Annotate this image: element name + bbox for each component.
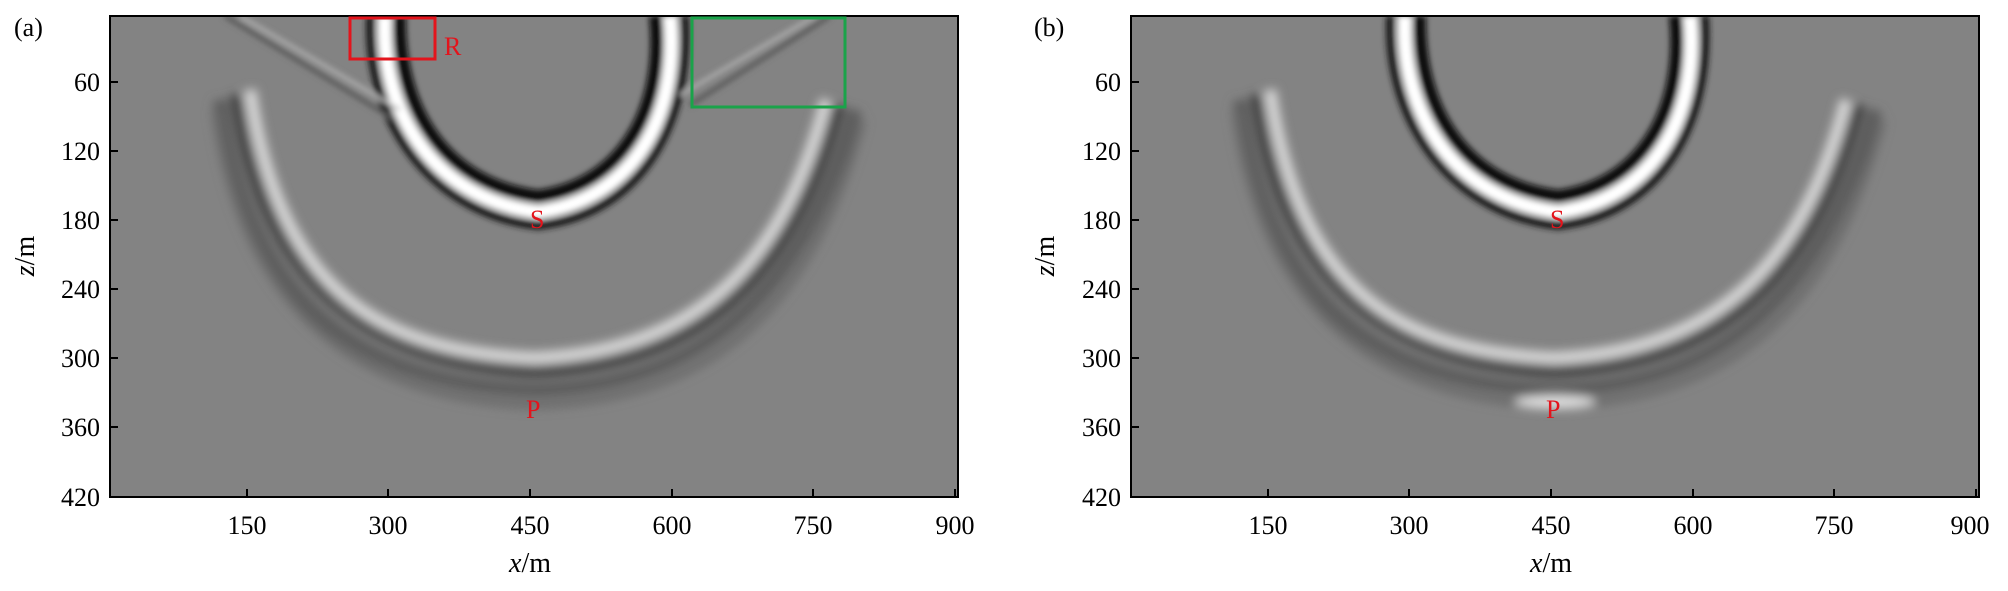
wavefield-image-a [110, 16, 958, 497]
y-tick-label: 420 [1082, 483, 1121, 512]
x-tick-label: 150 [1249, 511, 1288, 540]
y-tick-label: 300 [1082, 344, 1121, 373]
annotation-p: P [526, 395, 540, 424]
panel-b: (b) S P [1030, 13, 1990, 579]
x-tick-label: 300 [369, 511, 408, 540]
y-tick-label: 180 [61, 206, 100, 235]
panel-label-a: (a) [14, 13, 43, 42]
x-axis-title-a: x/m [508, 548, 551, 579]
plot-frame-a [109, 15, 959, 498]
y-tick-label: 240 [61, 275, 100, 304]
y-tick-label: 360 [1082, 413, 1121, 442]
x-tick-label: 750 [1815, 511, 1854, 540]
annotation-s: S [530, 205, 544, 234]
y-tick-label: 120 [1082, 137, 1121, 166]
y-tick-label: 420 [61, 483, 100, 512]
panel-label-b: (b) [1034, 13, 1064, 42]
x-tick-label: 150 [228, 511, 267, 540]
y-tick-label: 240 [1082, 275, 1121, 304]
panel-a: (a) [10, 13, 975, 579]
x-tick-label: 600 [1674, 511, 1713, 540]
y-tick-label: 60 [1095, 68, 1121, 97]
x-tick-label: 450 [511, 511, 550, 540]
x-tick-label: 600 [653, 511, 692, 540]
x-tick-label: 450 [1532, 511, 1571, 540]
x-axis-title-b: x/m [1529, 548, 1572, 579]
y-axis-title-b: z/m [1030, 236, 1061, 278]
y-axis-b: 60 120 180 240 300 360 420 z/m [1030, 68, 1139, 512]
x-tick-label: 750 [794, 511, 833, 540]
plot-frame-b [1130, 15, 1980, 498]
y-axis-title-a: z/m [10, 236, 41, 278]
annotation-box-green [690, 16, 847, 109]
x-axis-a: 150 300 450 600 750 900 x/m [228, 489, 975, 579]
annotation-p: P [1546, 395, 1560, 424]
y-tick-label: 180 [1082, 206, 1121, 235]
y-tick-label: 360 [61, 413, 100, 442]
wavefield-image-b [1131, 16, 1979, 497]
annotation-box-r [348, 16, 437, 61]
x-axis-b: 150 300 450 600 750 900 x/m [1249, 489, 1990, 579]
y-tick-label: 120 [61, 137, 100, 166]
x-tick-label: 900 [1951, 511, 1990, 540]
annotation-r: R [444, 32, 462, 61]
x-tick-label: 300 [1390, 511, 1429, 540]
y-tick-label: 60 [74, 68, 100, 97]
annotation-s: S [1550, 205, 1564, 234]
x-tick-label: 900 [936, 511, 975, 540]
y-tick-label: 300 [61, 344, 100, 373]
y-axis-a: 60 120 180 240 300 360 420 z/m [10, 68, 118, 512]
